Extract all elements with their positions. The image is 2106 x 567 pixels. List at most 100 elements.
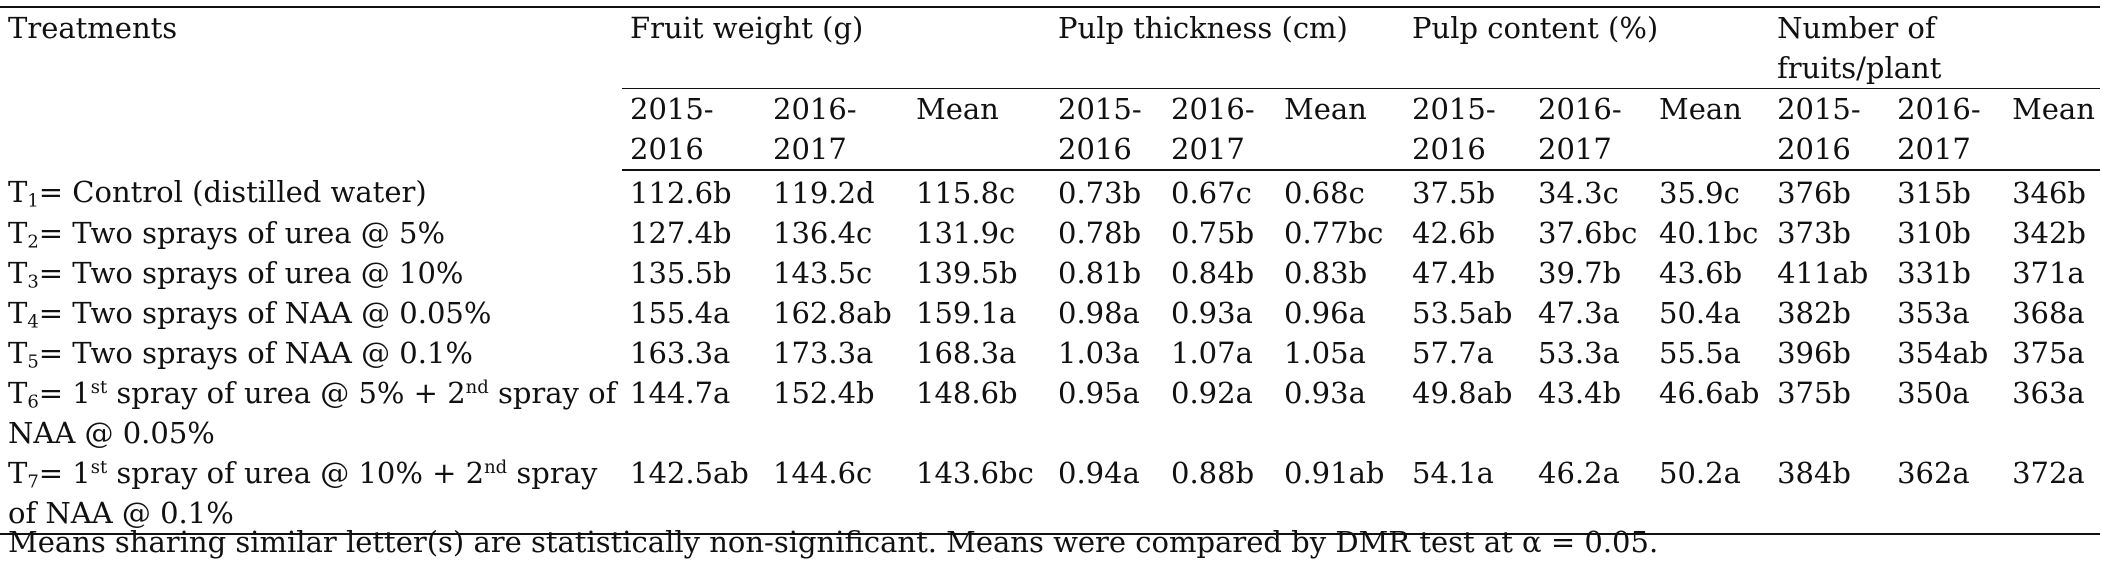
table-cell: 346b: [2012, 176, 2086, 210]
table-cell: 35.9c: [1659, 176, 1740, 210]
table-cell: 55.5a: [1659, 336, 1741, 370]
treatment-label-text: = 1: [38, 456, 91, 490]
treatment-label: T7= 1st spray of urea @ 10% + 2nd spray …: [0, 453, 622, 535]
table-cell: 375b: [1777, 376, 1851, 410]
treatment-label-prefix: T: [8, 296, 28, 330]
table-cell: 1.03a: [1058, 336, 1140, 370]
table-cell: 0.95a: [1058, 376, 1140, 410]
treatment-label: T2= Two sprays of urea @ 5%: [0, 213, 622, 253]
year-header: 2016- 2017: [1163, 88, 1277, 171]
table-cell: 0.94a: [1050, 453, 1164, 535]
table-cell: 0.81b: [1058, 256, 1142, 290]
table-cell: 42.6b: [1412, 216, 1496, 250]
table-cell: 43.6b: [1659, 256, 1743, 290]
table-cell: 162.8ab: [773, 296, 892, 330]
table-cell: 1.05a: [1284, 336, 1366, 370]
treatment-label-prefix: T: [8, 175, 28, 209]
year-header: Mean: [908, 88, 1051, 171]
treatment-label-text: = Two sprays of urea @ 5%: [38, 216, 446, 250]
treatment-label: T3= Two sprays of urea @ 10%: [0, 253, 622, 293]
table-cell: 342b: [2012, 216, 2086, 250]
table-footnote: Means sharing similar letter(s) are stat…: [8, 525, 1659, 559]
table-row: T3= Two sprays of urea @ 10% 135.5b 143.5c…: [0, 253, 2100, 293]
table-cell: 362a: [1889, 453, 2005, 535]
treatment-label-sup1: st: [90, 377, 108, 399]
table-cell: 40.1bc: [1659, 216, 1759, 250]
table-cell: 34.3c: [1538, 176, 1619, 210]
table-cell: 0.83b: [1284, 256, 1368, 290]
table-cell: 173.3a: [773, 336, 874, 370]
table-cell: 372a: [2004, 453, 2101, 535]
table-cell: 368a: [2012, 296, 2085, 330]
table-row: T6= 1st spray of urea @ 5% + 2nd spray o…: [0, 373, 2100, 453]
table-cell: 373b: [1777, 216, 1851, 250]
table-cell: 0.91ab: [1276, 453, 1405, 535]
table-cell: 159.1a: [916, 296, 1017, 330]
treatment-label-tail: spray of NAA @ 0.05%: [8, 376, 617, 450]
table-cell: 53.3a: [1538, 336, 1620, 370]
treatment-label-mid: spray of urea @ 10% + 2: [107, 456, 485, 490]
table-cell: 152.4b: [773, 376, 875, 410]
treatment-label-sup1: st: [90, 457, 108, 479]
treatment-label-sup2: nd: [465, 377, 489, 399]
table-cell: 371a: [2012, 256, 2085, 290]
treatment-label-mid: spray of urea @ 5% + 2: [107, 376, 466, 410]
table-cell: 0.68c: [1284, 176, 1365, 210]
table-cell: 115.8c: [916, 176, 1016, 210]
table-row: T1= Control (distilled water) 112.6b 119.2…: [0, 170, 2100, 213]
treatment-label-text: = 1: [38, 376, 91, 410]
table-cell: 0.67c: [1171, 176, 1252, 210]
year-header: Mean: [1276, 88, 1405, 171]
table-cell: 46.2a: [1530, 453, 1652, 535]
table-cell: 0.84b: [1171, 256, 1255, 290]
treatment-label-tail: spray of NAA @ 0.1%: [8, 456, 598, 530]
table-cell: 0.77bc: [1284, 216, 1384, 250]
table-cell: 382b: [1777, 296, 1851, 330]
table-cell: 37.6bc: [1538, 216, 1638, 250]
table-cell: 47.3a: [1538, 296, 1620, 330]
table-cell: 47.4b: [1412, 256, 1496, 290]
table-cell: 139.5b: [916, 256, 1018, 290]
group-header-fruits-per-plant: Number of fruits/plant: [1769, 6, 2101, 89]
table-cell: 315b: [1897, 176, 1971, 210]
year-header: 2015- 2016: [622, 88, 765, 171]
header-row-groups: Treatments Fruit weight (g) Pulp thickne…: [0, 6, 2101, 170]
table-cell: 155.4a: [630, 296, 731, 330]
table-cell: 57.7a: [1412, 336, 1494, 370]
treatment-label-sub: 5: [27, 351, 39, 373]
table-cell: 350a: [1897, 376, 1970, 410]
table-cell: 384b: [1769, 453, 1890, 535]
table-cell: 363a: [2012, 376, 2085, 410]
year-header: 2016- 2017: [1889, 88, 2005, 171]
table-cell: 131.9c: [916, 216, 1016, 250]
table-cell: 0.92a: [1171, 376, 1253, 410]
treatment-label-text: = Two sprays of NAA @ 0.1%: [38, 336, 473, 370]
treatment-label-sub: 6: [27, 391, 39, 413]
table-cell: 54.1a: [1404, 453, 1531, 535]
treatment-label: T5= Two sprays of NAA @ 0.1%: [0, 333, 622, 373]
table-cell: 50.2a: [1651, 453, 1770, 535]
treatment-label-sub: 7: [27, 471, 39, 493]
table-cell: 411ab: [1777, 256, 1869, 290]
table-cell: 46.6ab: [1659, 376, 1760, 410]
treatment-label-sub: 2: [27, 231, 39, 253]
treatment-label-prefix: T: [8, 256, 28, 290]
table-cell: 376b: [1777, 176, 1851, 210]
group-header-pulp-content: Pulp content (%): [1404, 6, 1770, 89]
treatment-label-text: = Two sprays of urea @ 10%: [38, 256, 464, 290]
table-cell: 396b: [1777, 336, 1851, 370]
table-cell: 168.3a: [916, 336, 1017, 370]
table-cell: 144.7a: [630, 376, 731, 410]
table-cell: 143.5c: [773, 256, 873, 290]
treatment-label-prefix: T: [8, 376, 28, 410]
treatment-label: T6= 1st spray of urea @ 5% + 2nd spray o…: [0, 373, 622, 453]
table-cell: 1.07a: [1171, 336, 1253, 370]
table-cell: 50.4a: [1659, 296, 1741, 330]
year-header: 2016- 2017: [1530, 88, 1652, 171]
table-cell: 375a: [2012, 336, 2085, 370]
table-cell: 0.88b: [1163, 453, 1277, 535]
table-cell: 331b: [1897, 256, 1971, 290]
group-header-pulp-thickness: Pulp thickness (cm): [1050, 6, 1405, 89]
treatment-label-prefix: T: [8, 216, 28, 250]
